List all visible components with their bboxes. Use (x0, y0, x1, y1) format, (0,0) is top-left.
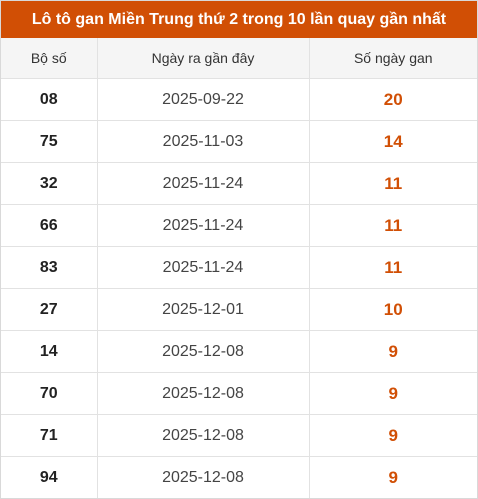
cell-number: 08 (1, 78, 98, 121)
table-row: 27 2025-12-01 10 (1, 288, 477, 331)
table-row: 71 2025-12-08 9 (1, 414, 477, 457)
lo-gan-table: Bộ số Ngày ra gần đây Số ngày gan 08 202… (1, 38, 477, 498)
cell-date: 2025-12-08 (97, 456, 310, 498)
cell-date: 2025-12-01 (97, 288, 310, 331)
cell-number: 70 (1, 372, 98, 415)
cell-number: 83 (1, 246, 98, 289)
table-row: 83 2025-11-24 11 (1, 246, 477, 289)
cell-date: 2025-11-03 (97, 120, 310, 163)
cell-number: 94 (1, 456, 98, 498)
table-header-row: Bộ số Ngày ra gần đây Số ngày gan (1, 38, 477, 79)
cell-date: 2025-12-08 (97, 414, 310, 457)
table-row: 14 2025-12-08 9 (1, 330, 477, 373)
cell-date: 2025-12-08 (97, 372, 310, 415)
table-row: 32 2025-11-24 11 (1, 162, 477, 205)
cell-date: 2025-12-08 (97, 330, 310, 373)
cell-days: 20 (309, 78, 477, 121)
cell-days: 11 (309, 204, 477, 247)
cell-days: 9 (388, 467, 398, 487)
cell-date: 2025-11-24 (97, 162, 310, 205)
cell-days: 9 (309, 330, 477, 373)
column-header-date: Ngày ra gần đây (97, 38, 310, 79)
cell-date: 2025-11-24 (97, 204, 310, 247)
cell-number: 71 (1, 414, 98, 457)
table-row: 66 2025-11-24 11 (1, 204, 477, 247)
cell-days: 11 (309, 162, 477, 205)
cell-number: 14 (1, 330, 98, 373)
cell-days: 10 (309, 288, 477, 331)
cell-days: 11 (309, 246, 477, 289)
cell-number: 32 (1, 162, 98, 205)
cell-date: 2025-09-22 (97, 78, 310, 121)
cell-days: 9 (309, 414, 477, 457)
table-title: Lô tô gan Miền Trung thứ 2 trong 10 lần … (1, 1, 477, 38)
column-header-number: Bộ số (1, 38, 98, 79)
table-row: 75 2025-11-03 14 (1, 120, 477, 163)
table-row: 08 2025-09-22 20 (1, 78, 477, 121)
table-row: 70 2025-12-08 9 (1, 372, 477, 415)
table-row: 94 2025-12-08 9 (1, 456, 477, 498)
column-header-days: Số ngày gan (309, 38, 477, 79)
cell-date: 2025-11-24 (97, 246, 310, 289)
cell-days: 9 (309, 372, 477, 415)
cell-number: 27 (1, 288, 98, 331)
cell-number: 66 (1, 204, 98, 247)
cell-number: 75 (1, 120, 98, 163)
cell-days: 14 (309, 120, 477, 163)
